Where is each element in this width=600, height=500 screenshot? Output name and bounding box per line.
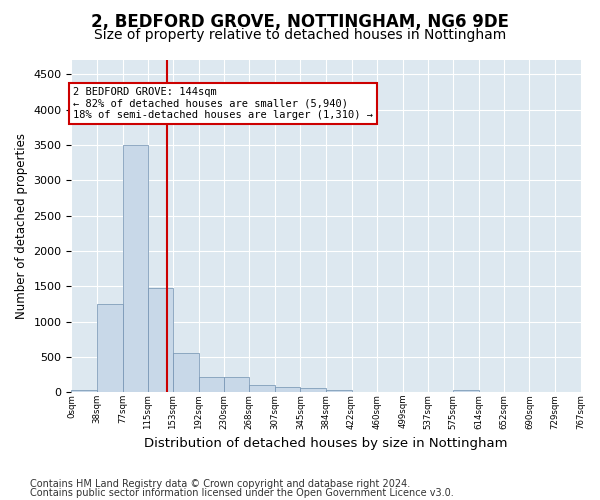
Bar — [199, 377, 224, 392]
Bar — [173, 353, 199, 393]
Text: Contains public sector information licensed under the Open Government Licence v3: Contains public sector information licen… — [30, 488, 454, 498]
Bar — [275, 387, 301, 392]
Bar — [453, 390, 479, 392]
Y-axis label: Number of detached properties: Number of detached properties — [15, 133, 28, 319]
Text: 2 BEDFORD GROVE: 144sqm
← 82% of detached houses are smaller (5,940)
18% of semi: 2 BEDFORD GROVE: 144sqm ← 82% of detache… — [73, 87, 373, 120]
Bar — [224, 377, 249, 392]
Bar — [301, 388, 326, 392]
Text: Contains HM Land Registry data © Crown copyright and database right 2024.: Contains HM Land Registry data © Crown c… — [30, 479, 410, 489]
Bar — [97, 304, 122, 392]
Bar — [122, 145, 148, 392]
Bar — [148, 288, 173, 393]
Bar — [249, 384, 275, 392]
Text: Size of property relative to detached houses in Nottingham: Size of property relative to detached ho… — [94, 28, 506, 42]
Bar — [326, 390, 352, 392]
Bar — [71, 390, 97, 392]
Text: 2, BEDFORD GROVE, NOTTINGHAM, NG6 9DE: 2, BEDFORD GROVE, NOTTINGHAM, NG6 9DE — [91, 12, 509, 30]
X-axis label: Distribution of detached houses by size in Nottingham: Distribution of detached houses by size … — [144, 437, 508, 450]
